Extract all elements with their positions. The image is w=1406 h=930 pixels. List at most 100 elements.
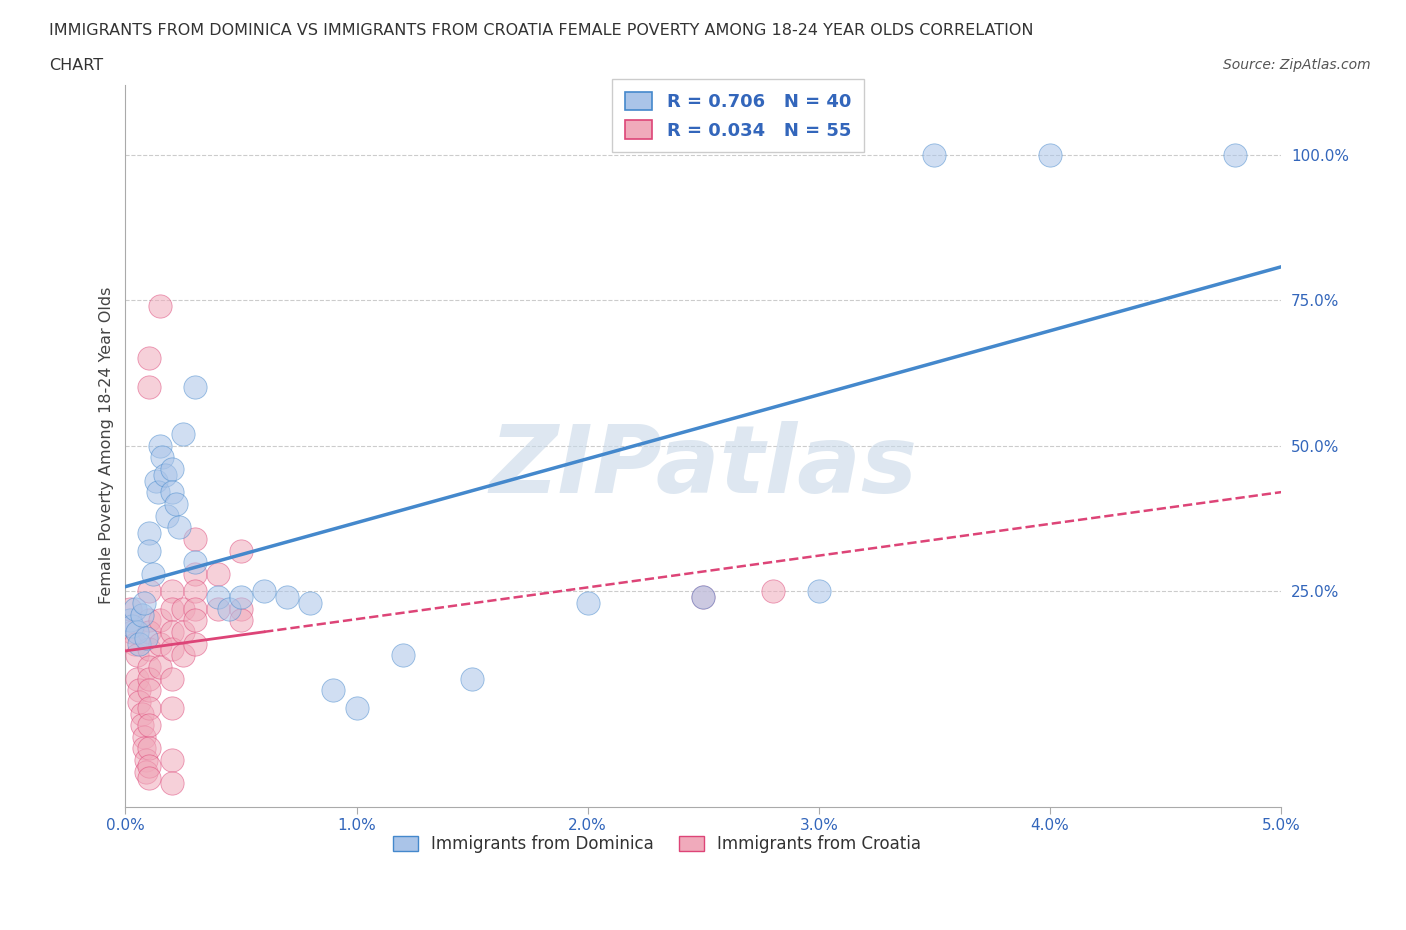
Point (149, 659, 172, 674)
Point (142, 566, 165, 581)
Point (120, 613, 142, 628)
Point (253, 584, 276, 599)
Point (138, 718, 160, 733)
Point (146, 485, 169, 499)
Point (135, 764, 157, 779)
Point (160, 584, 183, 599)
Point (576, 595, 599, 610)
Point (207, 602, 229, 617)
Point (149, 438, 172, 453)
Point (229, 613, 252, 628)
Point (131, 607, 153, 622)
Point (229, 602, 252, 617)
Point (149, 299, 172, 313)
Text: IMMIGRANTS FROM DOMINICA VS IMMIGRANTS FROM CROATIA FEMALE POVERTY AMONG 18-24 Y: IMMIGRANTS FROM DOMINICA VS IMMIGRANTS F… (49, 23, 1033, 38)
Point (276, 590, 298, 604)
Point (131, 718, 153, 733)
Point (138, 671, 160, 686)
Point (160, 485, 183, 499)
Point (172, 648, 194, 663)
Point (138, 613, 160, 628)
Point (160, 625, 183, 640)
Legend: Immigrants from Dominica, Immigrants from Croatia: Immigrants from Dominica, Immigrants fro… (387, 829, 928, 859)
Point (132, 729, 155, 744)
Point (184, 531, 207, 546)
Point (120, 602, 142, 617)
Point (172, 625, 194, 640)
Point (1039, 147, 1062, 162)
Point (125, 648, 148, 663)
Point (149, 613, 172, 628)
Point (135, 631, 157, 645)
Point (152, 450, 174, 465)
Point (138, 584, 160, 599)
Point (692, 590, 714, 604)
Point (149, 636, 172, 651)
Point (160, 642, 183, 657)
Point (229, 543, 252, 558)
Point (207, 590, 229, 604)
Point (807, 584, 830, 599)
Point (184, 380, 207, 395)
Point (128, 683, 150, 698)
Point (138, 525, 160, 540)
Point (131, 706, 153, 721)
Point (160, 752, 183, 767)
Point (138, 770, 160, 785)
Point (138, 380, 160, 395)
Point (218, 602, 240, 617)
Point (160, 700, 183, 715)
Point (184, 602, 207, 617)
Point (322, 683, 344, 698)
Point (229, 590, 252, 604)
Point (138, 351, 160, 365)
Point (461, 671, 484, 686)
Point (138, 759, 160, 774)
Point (165, 497, 187, 512)
Point (153, 468, 176, 483)
Point (184, 613, 207, 628)
Point (138, 625, 160, 640)
Point (392, 648, 415, 663)
Point (124, 636, 146, 651)
Point (160, 602, 183, 617)
Y-axis label: Female Poverty Among 18-24 Year Olds: Female Poverty Among 18-24 Year Olds (100, 287, 114, 604)
Point (184, 636, 207, 651)
Point (138, 683, 160, 698)
Point (138, 642, 160, 657)
Point (132, 741, 155, 756)
Point (128, 695, 150, 710)
Point (172, 602, 194, 617)
Text: ZIPatlas: ZIPatlas (489, 421, 917, 513)
Point (184, 584, 207, 599)
Point (299, 595, 322, 610)
Text: CHART: CHART (49, 58, 103, 73)
Point (160, 461, 183, 476)
Point (124, 602, 146, 617)
Point (762, 584, 785, 599)
Point (125, 671, 148, 686)
Point (138, 543, 160, 558)
Point (121, 625, 143, 640)
Point (924, 147, 946, 162)
Point (135, 752, 157, 767)
Point (125, 625, 148, 640)
Point (184, 566, 207, 581)
Point (128, 636, 150, 651)
Point (138, 659, 160, 674)
Text: Source: ZipAtlas.com: Source: ZipAtlas.com (1223, 58, 1371, 72)
Point (207, 566, 229, 581)
Point (138, 700, 160, 715)
Point (145, 473, 167, 488)
Point (184, 554, 207, 569)
Point (160, 776, 183, 790)
Point (138, 741, 160, 756)
Point (167, 520, 190, 535)
Point (1223, 147, 1246, 162)
Point (692, 590, 714, 604)
Point (160, 671, 183, 686)
Point (121, 618, 143, 633)
Point (346, 700, 368, 715)
Point (132, 595, 155, 610)
Point (172, 427, 194, 442)
